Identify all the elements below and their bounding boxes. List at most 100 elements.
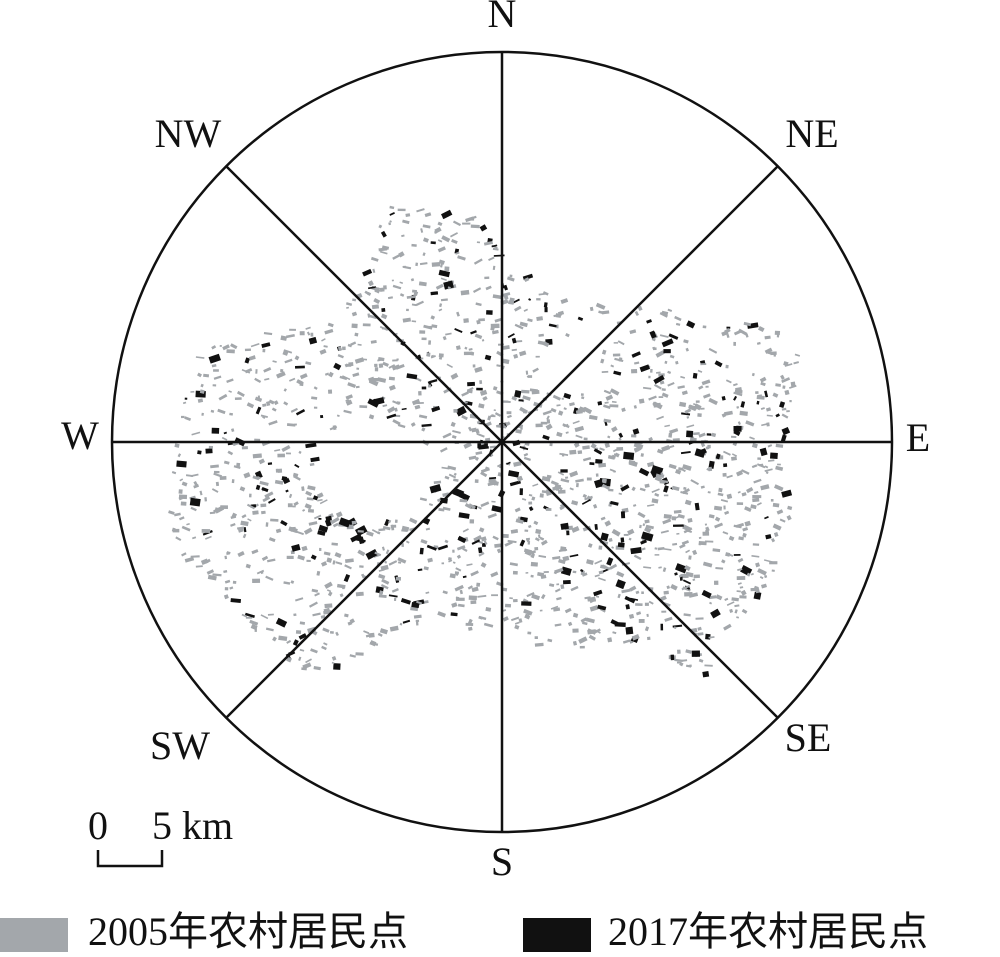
settlement-patch bbox=[226, 349, 235, 354]
settlement-patch bbox=[688, 592, 699, 598]
settlement-patch bbox=[480, 471, 488, 478]
settlement-patch bbox=[210, 409, 215, 413]
settlement-patch bbox=[648, 395, 657, 401]
settlement-patch bbox=[457, 535, 467, 544]
settlement-patch bbox=[550, 480, 559, 486]
settlement-patch bbox=[659, 334, 669, 338]
settlement-patch bbox=[739, 586, 744, 589]
settlement-patch bbox=[612, 631, 617, 635]
settlement-patch bbox=[306, 331, 311, 336]
settlement-patch bbox=[647, 636, 651, 641]
settlement-patch bbox=[598, 545, 603, 550]
settlement-patch bbox=[324, 328, 334, 335]
settlement-patch bbox=[671, 485, 680, 492]
settlement-patch bbox=[236, 390, 245, 397]
settlement-patch bbox=[426, 544, 437, 551]
settlement-patch bbox=[589, 605, 599, 612]
settlement-patch bbox=[356, 367, 360, 370]
settlement-patch bbox=[673, 524, 684, 527]
settlement-patch bbox=[765, 471, 769, 475]
settlement-patch bbox=[725, 364, 729, 369]
settlement-patch bbox=[478, 551, 485, 557]
settlement-patch bbox=[757, 568, 767, 576]
settlement-patch bbox=[229, 412, 234, 416]
settlement-patch bbox=[477, 594, 487, 598]
settlement-patch bbox=[332, 522, 339, 528]
settlement-patch bbox=[294, 463, 300, 468]
settlement-patch bbox=[308, 336, 318, 345]
settlement-patch bbox=[477, 443, 488, 449]
settlement-patch bbox=[581, 572, 588, 577]
settlement-patch bbox=[540, 539, 548, 546]
settlement-patch bbox=[542, 410, 552, 416]
settlement-patch bbox=[521, 498, 527, 501]
settlement-patch bbox=[655, 472, 665, 479]
settlement-patch bbox=[241, 446, 248, 450]
settlement-patch bbox=[385, 549, 390, 555]
settlement-patch bbox=[729, 608, 734, 613]
settlement-patch bbox=[528, 494, 533, 497]
settlement-patch bbox=[332, 560, 336, 565]
settlement-patch bbox=[760, 484, 770, 491]
settlement-patch bbox=[176, 460, 187, 468]
settlement-patch bbox=[320, 615, 326, 619]
settlement-patch bbox=[780, 374, 785, 380]
settlement-patch bbox=[682, 488, 691, 495]
settlement-patch bbox=[441, 466, 450, 470]
settlement-patch bbox=[186, 523, 190, 526]
settlement-patch bbox=[197, 450, 202, 455]
settlement-patch bbox=[643, 566, 652, 569]
settlement-patch bbox=[607, 435, 611, 439]
settlement-patch bbox=[582, 621, 588, 626]
settlement-patch bbox=[369, 314, 377, 320]
settlement-patch bbox=[323, 551, 331, 556]
settlement-patch bbox=[184, 397, 188, 400]
settlement-patch bbox=[601, 564, 611, 571]
settlement-patch bbox=[449, 232, 458, 238]
settlement-patch bbox=[733, 395, 738, 401]
settlement-patch bbox=[381, 546, 385, 551]
settlement-patch bbox=[660, 529, 669, 534]
settlement-patch bbox=[634, 361, 640, 365]
settlement-patch bbox=[708, 636, 715, 639]
settlement-patch bbox=[620, 537, 625, 543]
settlement-patch bbox=[306, 497, 314, 501]
settlement-patch bbox=[511, 396, 518, 401]
settlement-patch bbox=[363, 630, 370, 635]
settlement-patch bbox=[175, 536, 182, 542]
settlement-patch bbox=[525, 537, 531, 541]
settlement-patch bbox=[378, 590, 384, 596]
settlement-patch bbox=[224, 579, 231, 584]
settlement-patch bbox=[632, 428, 640, 435]
settlement-patch bbox=[574, 425, 585, 433]
settlement-patch bbox=[664, 360, 668, 365]
settlement-patch bbox=[698, 385, 704, 390]
settlement-patch bbox=[260, 414, 268, 419]
settlement-patch bbox=[731, 597, 739, 602]
settlement-patch bbox=[419, 547, 424, 555]
settlement-patch bbox=[206, 569, 215, 575]
settlement-patch bbox=[299, 648, 305, 652]
settlement-patch bbox=[456, 545, 466, 551]
settlement-patch bbox=[444, 539, 449, 544]
settlement-patch bbox=[600, 358, 605, 364]
settlement-patch bbox=[481, 339, 485, 342]
settlement-patch bbox=[251, 549, 259, 555]
settlement-patch bbox=[525, 572, 529, 574]
settlement-patch bbox=[644, 483, 650, 488]
settlement-patch bbox=[721, 559, 726, 564]
settlement-patch bbox=[369, 640, 377, 647]
settlement-patch bbox=[617, 340, 625, 346]
settlement-patch bbox=[556, 324, 559, 329]
settlement-patch bbox=[532, 367, 539, 373]
settlement-patch bbox=[337, 354, 344, 359]
settlement-patch bbox=[374, 287, 381, 294]
settlement-patch bbox=[668, 333, 679, 340]
settlement-patch bbox=[705, 385, 709, 388]
settlement-patch bbox=[588, 634, 596, 641]
settlement-patch bbox=[528, 375, 533, 378]
settlement-patch bbox=[784, 389, 790, 396]
settlement-patch bbox=[434, 230, 437, 234]
settlement-patch bbox=[535, 528, 542, 535]
settlement-patch bbox=[680, 468, 686, 473]
